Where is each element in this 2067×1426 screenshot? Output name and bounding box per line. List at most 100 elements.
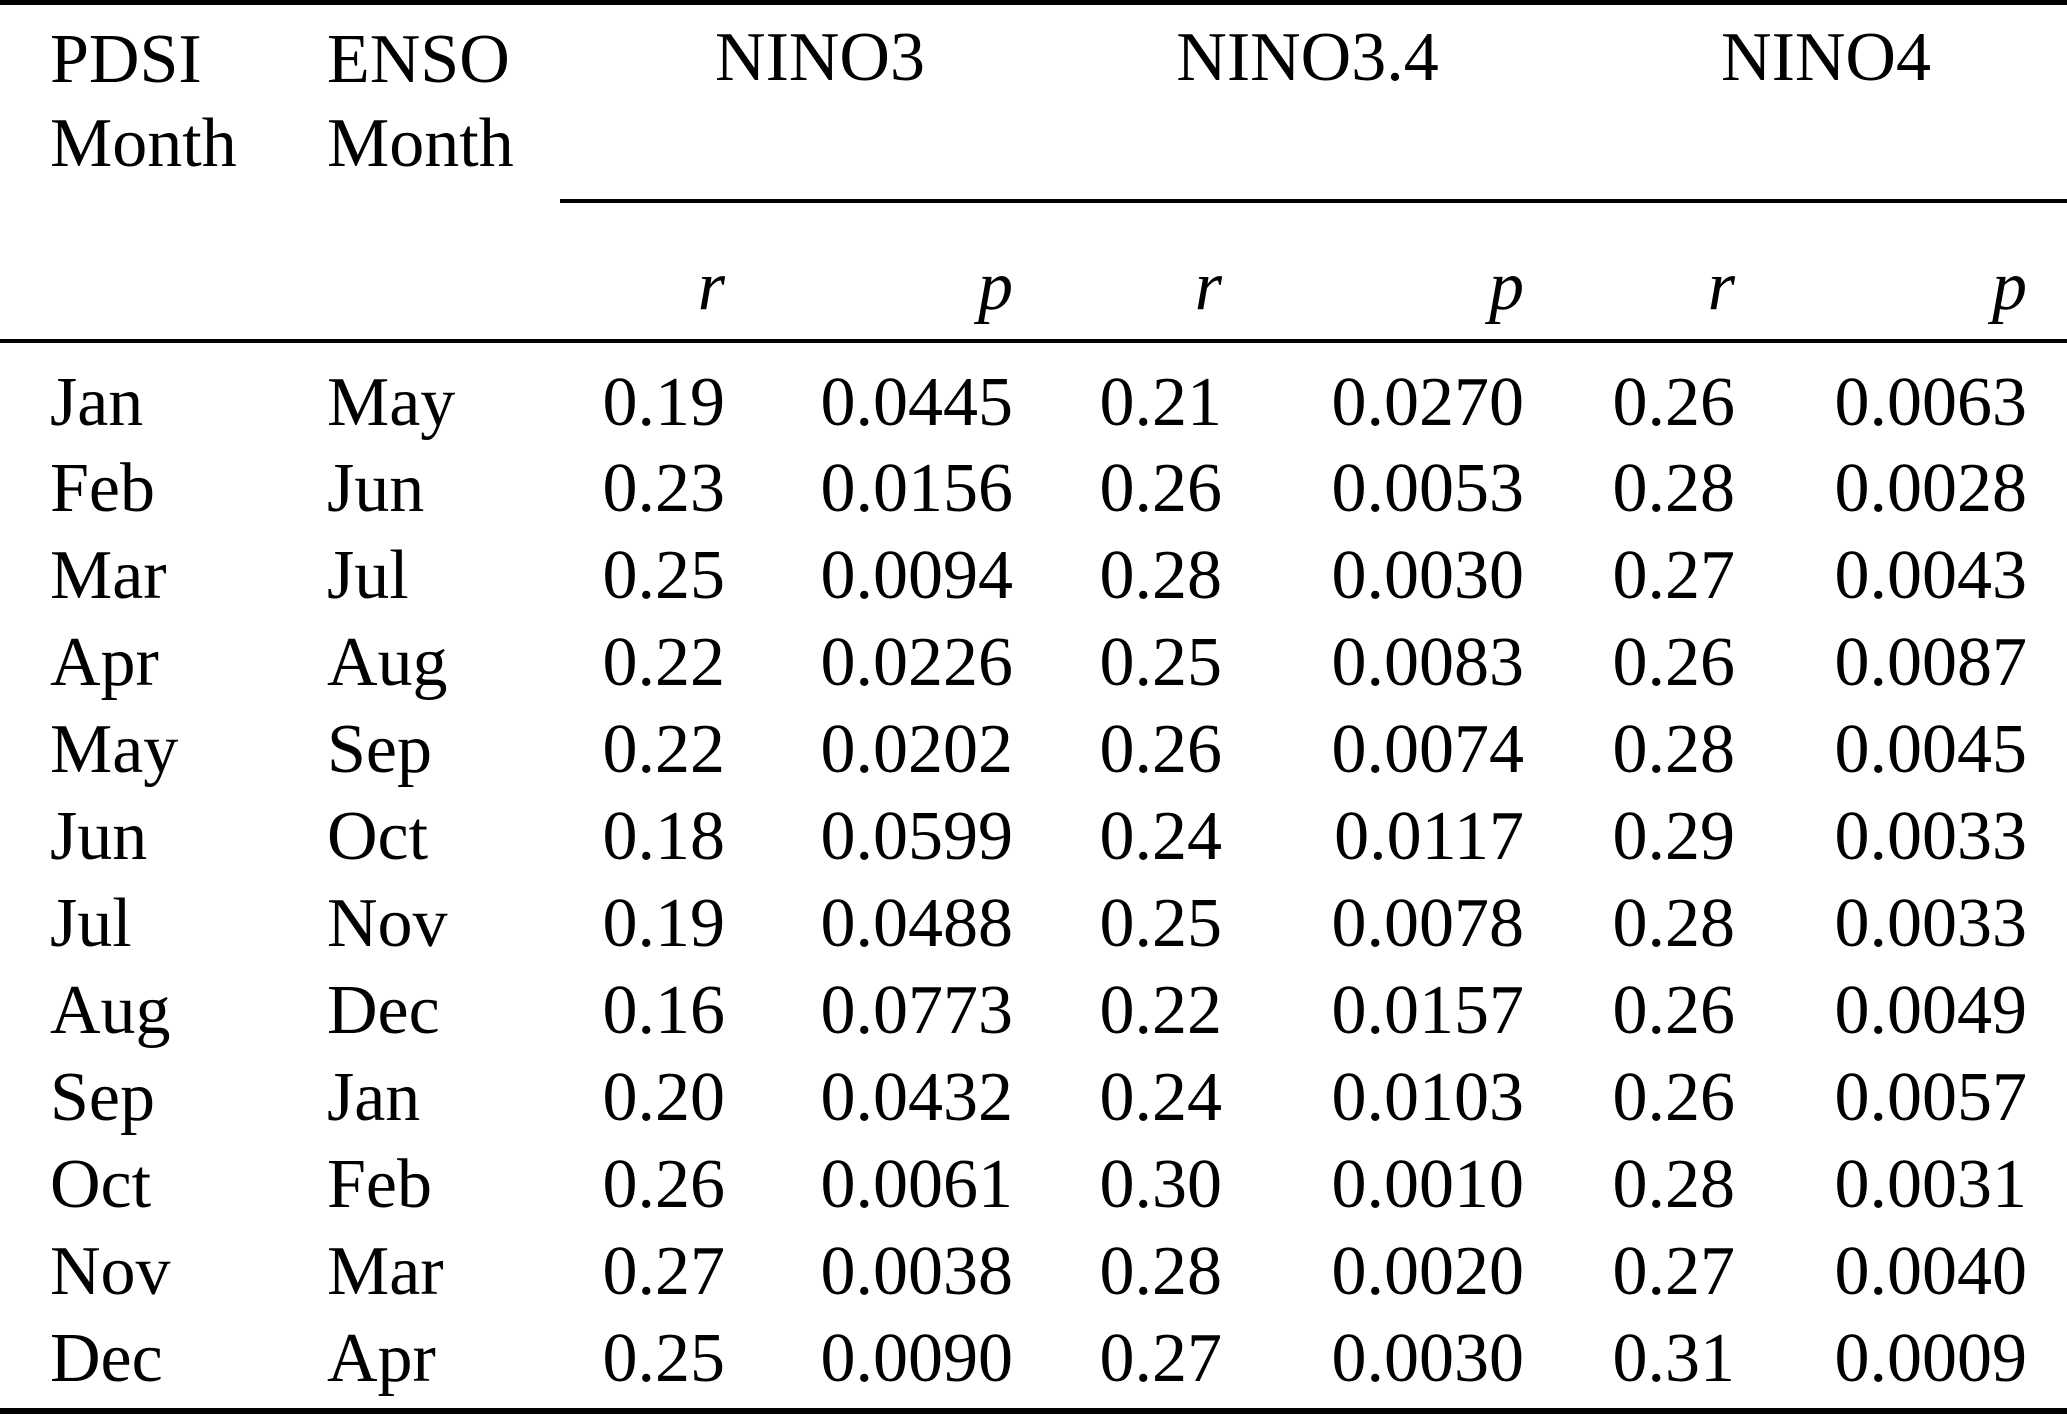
cell-nino4-r: 0.28 (1612, 1146, 1736, 1223)
cell-nino4-p: 0.0057 (1834, 1059, 2028, 1136)
table-row: Jul Nov 0.19 0.0488 0.25 0.0078 0.28 0.0033 (0, 881, 2067, 968)
cell-nino3-r: 0.23 (602, 450, 726, 527)
cell-nino34-r: 0.30 (1099, 1146, 1223, 1223)
table-header: PDSI Month ENSO Month NINO3 NINO3.4 NINO… (0, 2, 2067, 343)
table-row: Sep Jan 0.20 0.0432 0.24 0.0103 0.26 0.0057 (0, 1055, 2067, 1142)
cell-enso-month: Aug (327, 624, 448, 701)
cell-nino3-p: 0.0226 (820, 624, 1014, 701)
header-nino4-p: p (1750, 200, 2067, 343)
header-group-nino3: NINO3 (560, 2, 1030, 203)
cell-nino3-p: 0.0038 (820, 1233, 1014, 1310)
cell-nino34-r: 0.25 (1099, 885, 1223, 962)
cell-enso-month: Jun (327, 450, 425, 527)
cell-nino3-r: 0.25 (602, 537, 726, 614)
cell-pdsi-month: Mar (50, 537, 167, 614)
cell-pdsi-month: Sep (50, 1059, 155, 1136)
cell-pdsi-month: Aug (50, 972, 171, 1049)
cell-nino3-p: 0.0432 (820, 1059, 1014, 1136)
cell-nino3-p: 0.0445 (820, 364, 1014, 441)
cell-nino4-p: 0.0031 (1834, 1146, 2028, 1223)
cell-nino34-r: 0.24 (1099, 798, 1223, 875)
cell-nino3-p: 0.0094 (820, 537, 1014, 614)
cell-nino3-r: 0.26 (602, 1146, 726, 1223)
cell-nino4-r: 0.27 (1612, 537, 1736, 614)
cell-nino34-p: 0.0010 (1331, 1146, 1525, 1223)
cell-nino4-r: 0.29 (1612, 798, 1736, 875)
cell-nino4-r: 0.26 (1612, 1059, 1736, 1136)
bottom-spacer (0, 1403, 2067, 1411)
cell-pdsi-month: Jun (50, 798, 148, 875)
cell-nino34-r: 0.24 (1099, 1059, 1223, 1136)
cell-nino4-p: 0.0063 (1834, 364, 2028, 441)
table-footer (0, 1403, 2067, 1411)
header-nino3-p: p (740, 200, 1030, 343)
cell-nino4-p: 0.0028 (1834, 450, 2028, 527)
cell-enso-month: Jan (327, 1059, 421, 1136)
cell-nino4-r: 0.27 (1612, 1233, 1736, 1310)
cell-enso-month: Mar (327, 1233, 444, 1310)
cell-nino3-r: 0.19 (602, 364, 726, 441)
cell-nino34-r: 0.26 (1099, 450, 1223, 527)
cell-nino34-p: 0.0053 (1331, 450, 1525, 527)
cell-nino4-p: 0.0087 (1834, 624, 2028, 701)
header-group-nino3-4: NINO3.4 (1030, 2, 1535, 203)
table-body: Jan May 0.19 0.0445 0.21 0.0270 0.26 0.0063 Feb J… (0, 341, 2067, 1403)
cell-nino4-r: 0.28 (1612, 450, 1736, 527)
cell-nino34-p: 0.0074 (1331, 711, 1525, 788)
table-row: Aug Dec 0.16 0.0773 0.22 0.0157 0.26 0.0049 (0, 968, 2067, 1055)
header-nino3-r: r (560, 200, 740, 343)
cell-nino3-r: 0.22 (602, 624, 726, 701)
group-header-row: PDSI Month ENSO Month NINO3 NINO3.4 NINO… (0, 2, 2067, 343)
cell-nino4-r: 0.28 (1612, 711, 1736, 788)
cell-nino3-p: 0.0202 (820, 711, 1014, 788)
cell-nino4-p: 0.0033 (1834, 885, 2028, 962)
header-pdsi-month: PDSI Month (0, 2, 290, 343)
cell-nino34-r: 0.21 (1099, 364, 1223, 441)
cell-nino34-p: 0.0078 (1331, 885, 1525, 962)
cell-nino3-p: 0.0773 (820, 972, 1014, 1049)
cell-nino34-p: 0.0157 (1331, 972, 1525, 1049)
table-row: May Sep 0.22 0.0202 0.26 0.0074 0.28 0.0045 (0, 707, 2067, 794)
cell-nino34-p: 0.0270 (1331, 364, 1525, 441)
cell-nino3-r: 0.18 (602, 798, 726, 875)
table-row: Feb Jun 0.23 0.0156 0.26 0.0053 0.28 0.0028 (0, 446, 2067, 533)
cell-nino34-p: 0.0083 (1331, 624, 1525, 701)
cell-nino4-p: 0.0043 (1834, 537, 2028, 614)
cell-nino4-p: 0.0033 (1834, 798, 2028, 875)
cell-nino34-p: 0.0030 (1331, 1320, 1525, 1397)
cell-pdsi-month: Jul (50, 885, 132, 962)
cell-nino4-r: 0.26 (1612, 972, 1736, 1049)
cell-nino3-r: 0.19 (602, 885, 726, 962)
cell-nino34-r: 0.28 (1099, 1233, 1223, 1310)
table-row: Oct Feb 0.26 0.0061 0.30 0.0010 0.28 0.0031 (0, 1142, 2067, 1229)
cell-enso-month: Dec (327, 972, 440, 1049)
cell-nino4-p: 0.0009 (1834, 1320, 2028, 1397)
cell-nino34-p: 0.0020 (1331, 1233, 1525, 1310)
table-row: Jun Oct 0.18 0.0599 0.24 0.0117 0.29 0.0033 (0, 794, 2067, 881)
cell-enso-month: May (327, 364, 456, 441)
cell-nino34-p: 0.0030 (1331, 537, 1525, 614)
cell-enso-month: Apr (327, 1320, 436, 1397)
cell-nino34-r: 0.26 (1099, 711, 1223, 788)
cell-nino4-r: 0.31 (1612, 1320, 1736, 1397)
cell-nino4-p: 0.0049 (1834, 972, 2028, 1049)
cell-nino3-r: 0.20 (602, 1059, 726, 1136)
table-row: Jan May 0.19 0.0445 0.21 0.0270 0.26 0.0063 (0, 341, 2067, 446)
cell-nino4-r: 0.26 (1612, 364, 1736, 441)
cell-pdsi-month: Nov (50, 1233, 171, 1310)
cell-nino3-p: 0.0156 (820, 450, 1014, 527)
cell-nino34-r: 0.22 (1099, 972, 1223, 1049)
cell-nino34-p: 0.0117 (1334, 798, 1524, 875)
stat-header-row: r p r p r p (0, 200, 2067, 343)
cell-enso-month: Feb (327, 1146, 432, 1223)
cell-nino3-p: 0.0599 (820, 798, 1014, 875)
cell-pdsi-month: Dec (50, 1320, 163, 1397)
header-nino34-p: p (1235, 200, 1535, 343)
cell-nino3-r: 0.22 (602, 711, 726, 788)
cell-pdsi-month: Jan (50, 364, 144, 441)
cell-nino4-r: 0.26 (1612, 624, 1736, 701)
cell-nino4-p: 0.0045 (1834, 711, 2028, 788)
cell-nino34-r: 0.27 (1099, 1320, 1223, 1397)
cell-nino4-p: 0.0040 (1834, 1233, 2028, 1310)
